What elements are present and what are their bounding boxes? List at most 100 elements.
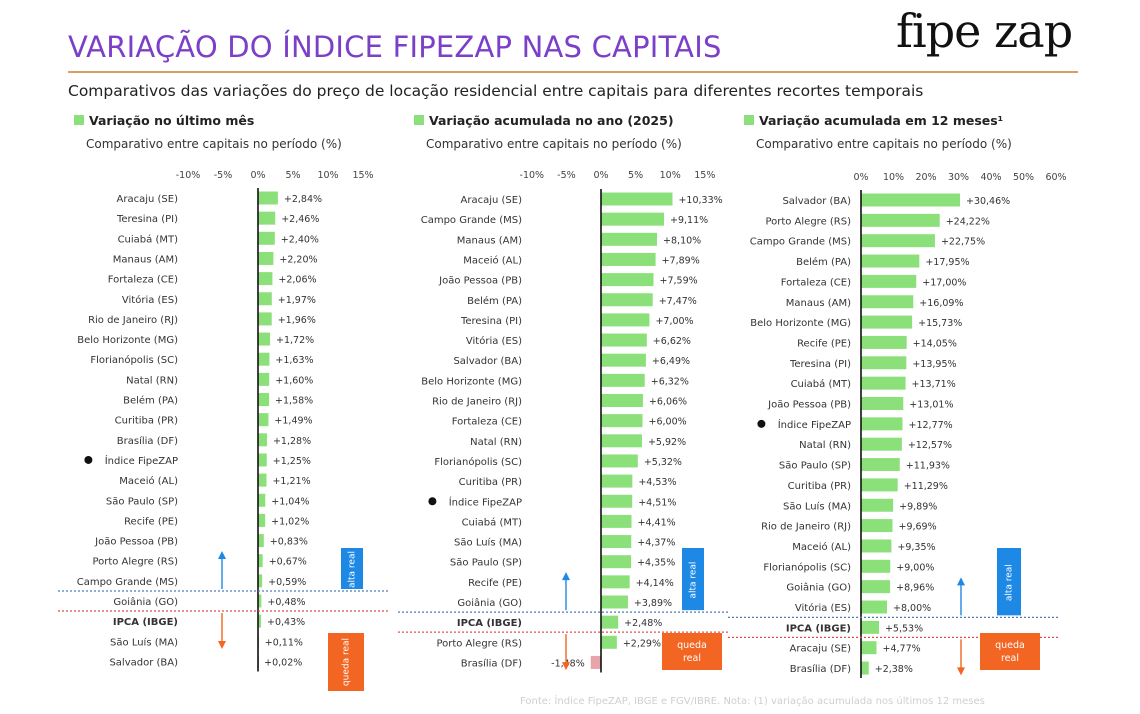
chart-1-value-label: +2,06%: [278, 275, 316, 286]
chart-2-value-label: +4,14%: [636, 578, 674, 589]
chart-1-category-label: Aracaju (SE): [117, 194, 179, 205]
chart-1-category-label: Índice FipeZAP: [105, 454, 178, 467]
chart-3-bar: [861, 458, 900, 472]
chart-1-category-label: Brasília (DF): [117, 435, 178, 447]
chart-1-bar: [258, 251, 274, 265]
chart-1-category-label: São Luís (MA): [110, 636, 178, 648]
chart-1-category-label: Belo Horizonte (MG): [77, 335, 178, 346]
chart-2-value-label: +6,62%: [653, 336, 691, 347]
chart-1-queda-badge: [328, 633, 364, 691]
source-footnote: Fonte: Índice FipeZAP, IBGE e FGV/IBRE. …: [520, 696, 985, 707]
chart-1-title: Variação no último mês: [89, 113, 254, 128]
chart-2-bar: [601, 595, 628, 609]
chart-1-tick-label: -10%: [176, 170, 201, 181]
chart-1-category-label: Belém (PA): [123, 395, 178, 407]
chart-3-category-label: Natal (RN): [799, 440, 851, 451]
chart-1-tick-label: 10%: [317, 170, 338, 181]
chart-2-value-label: +7,00%: [655, 316, 693, 327]
chart-2-bar: [601, 293, 653, 307]
chart-2-value-label: +4,35%: [637, 558, 675, 569]
chart-3-bar: [861, 600, 887, 614]
chart-1-bar: [258, 231, 275, 245]
chart-1-queda-badge-label: queda real: [342, 638, 352, 686]
chart-3-bar: [861, 295, 914, 309]
chart-3-value-label: +2,38%: [875, 664, 913, 675]
chart-2-bar: [601, 232, 658, 246]
chart-2-tick-label: -10%: [520, 170, 545, 181]
chart-1-tick-label: -5%: [214, 170, 233, 181]
chart-3-value-label: +16,09%: [919, 298, 963, 309]
chart-1-value-label: +1,49%: [274, 416, 312, 427]
chart-1-bar: [258, 413, 269, 427]
chart-1-value-label: +0,43%: [267, 617, 305, 628]
chart-3-bar: [861, 620, 879, 634]
chart-1-bar: [258, 513, 266, 527]
chart-3-queda-badge: [980, 633, 1040, 670]
chart-3-value-label: +13,95%: [912, 359, 956, 370]
chart-2-tick-label: 10%: [660, 170, 681, 181]
chart-3-alta-arrow-head-icon: [957, 577, 965, 586]
chart-1-value-label: +1,04%: [271, 496, 309, 507]
chart-3-tick-label: 10%: [883, 172, 904, 183]
chart-3-bar: [861, 539, 892, 553]
chart-2-value-label: +2,29%: [623, 638, 661, 649]
page-subtitle: Comparativos das variações do preço de l…: [68, 82, 924, 100]
chart-2-bar: [590, 655, 601, 669]
chart-1-value-label: +0,02%: [264, 657, 302, 668]
chart-3-category-label: Cuiabá (MT): [791, 378, 852, 390]
chart-3-value-label: +14,05%: [913, 338, 957, 349]
chart-3-bar: [861, 641, 877, 655]
chart-2-category-label: Curitiba (PR): [459, 477, 522, 488]
chart-3-category-label: Porto Alegre (RS): [765, 216, 851, 227]
chart-1-value-label: +0,67%: [269, 557, 307, 568]
chart-2-tick-label: -5%: [557, 170, 576, 181]
chart-1-bar: [258, 473, 267, 487]
chart-3-category-label: Manaus (AM): [786, 298, 851, 309]
page-title: VARIAÇÃO DO ÍNDICE FIPEZAP NAS CAPITAIS: [68, 30, 722, 64]
chart-2-value-label: +10,33%: [678, 195, 722, 206]
chart-1-tick-label: 0%: [250, 170, 265, 181]
chart-1-value-label: +0,48%: [267, 597, 305, 608]
chart-3-value-label: +9,69%: [898, 522, 936, 533]
chart-2-bar: [601, 212, 665, 226]
chart-1-value-label: +0,59%: [268, 577, 306, 588]
chart-1-bar: [258, 453, 267, 467]
chart-3-value-label: +9,89%: [899, 501, 937, 512]
chart-1-category-label: Campo Grande (MS): [77, 577, 178, 588]
chart-2-bar: [601, 494, 633, 508]
chart-2-value-label: +5,92%: [648, 437, 686, 448]
chart-3-title-marker: [744, 115, 754, 125]
chart-1-bar: [258, 614, 262, 628]
chart-3-category-label: Índice FipeZAP: [778, 418, 851, 431]
chart-3-category-label: Salvador (BA): [782, 196, 851, 207]
chart-2-category-label: Campo Grande (MS): [421, 215, 522, 226]
chart-3-queda-badge-label: queda: [995, 640, 1025, 651]
chart-2-queda-badge-label: queda: [677, 640, 707, 651]
chart-1-category-label: Cuiabá (MT): [118, 233, 179, 245]
chart-2-value-label: +4,53%: [638, 477, 676, 488]
chart-1-category-label: Natal (RN): [126, 375, 178, 386]
chart-1-bar: [258, 312, 272, 326]
chart-3-value-label: +9,00%: [896, 562, 934, 573]
chart-1-value-label: +1,60%: [275, 375, 313, 386]
chart-3-bar: [861, 234, 935, 248]
chart-1-bar: [258, 191, 278, 205]
chart-1-value-label: +1,28%: [273, 436, 311, 447]
chart-2-fipezap-marker-icon: [428, 497, 437, 506]
chart-2-bar: [601, 192, 673, 206]
chart-2-title-marker: [414, 115, 424, 125]
chart-2-value-label: +9,11%: [670, 215, 708, 226]
chart-2-category-label: Goiânia (GO): [457, 597, 522, 609]
chart-1-category-label: Recife (PE): [124, 516, 178, 527]
chart-1-value-label: +2,84%: [284, 194, 322, 205]
chart-1-alta-badge: [341, 548, 363, 589]
chart-2-category-label: Rio de Janeiro (RJ): [432, 397, 522, 408]
chart-3-bar: [861, 193, 960, 207]
chart-3-bar: [861, 417, 903, 431]
chart-2-queda-arrow-head-icon: [562, 662, 570, 671]
chart-3-category-label: Goiânia (GO): [786, 582, 851, 594]
chart-3-category-label: Belo Horizonte (MG): [750, 318, 851, 329]
chart-2-value-label: +6,00%: [649, 417, 687, 428]
chart-1-category-label: IPCA (IBGE): [113, 617, 178, 628]
